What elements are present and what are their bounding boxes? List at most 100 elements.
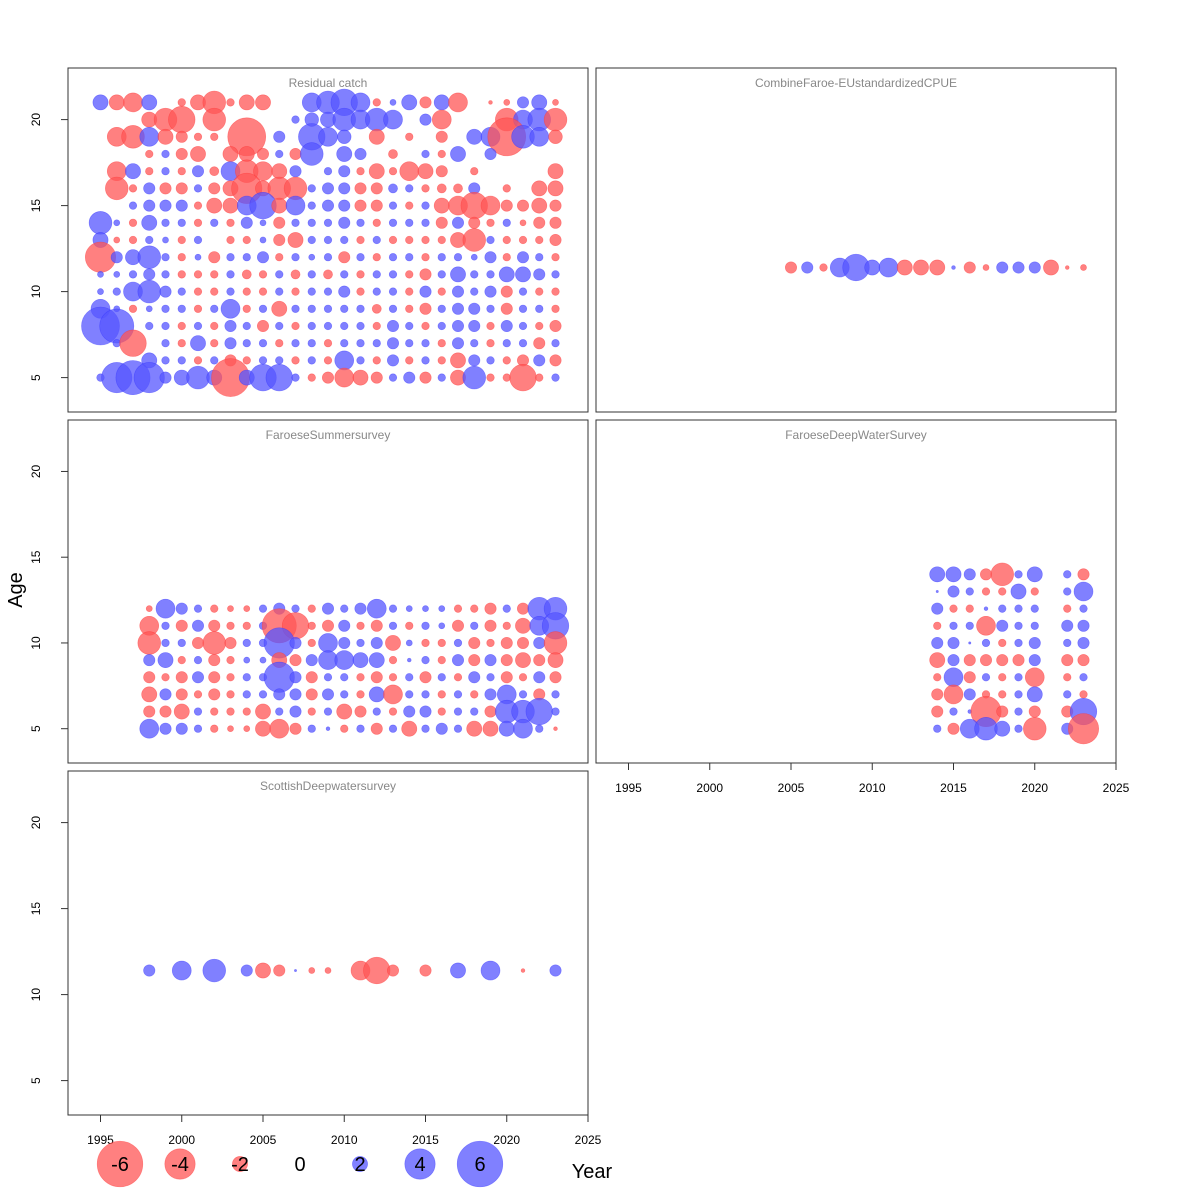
bubble-point — [535, 253, 544, 262]
bubble-point — [307, 304, 316, 313]
bubble-point — [202, 107, 226, 132]
bubble-point — [161, 621, 170, 630]
bubble-point — [143, 654, 156, 667]
bubble-point — [388, 167, 398, 176]
bubble-point — [533, 216, 546, 229]
bubble-point — [240, 964, 253, 977]
bubble-point — [1077, 636, 1090, 649]
bubble-point — [289, 654, 302, 667]
bubble-point — [976, 615, 996, 636]
bubble-point — [513, 718, 533, 739]
bubble-point — [421, 321, 430, 331]
bubble-point — [323, 287, 333, 296]
bubble-point — [929, 566, 946, 583]
bubble-point — [356, 356, 365, 365]
bubble-point — [175, 722, 188, 735]
bubble-point — [421, 655, 430, 665]
bubble-point — [486, 218, 495, 227]
bubble-point — [998, 690, 1007, 699]
bubble-point — [193, 184, 203, 193]
bubble-point — [271, 300, 288, 317]
bubble-point — [226, 98, 235, 107]
bubble-point — [421, 201, 430, 210]
bubble-point — [289, 705, 302, 718]
bubble-point — [533, 671, 546, 684]
bubble-point — [273, 688, 286, 701]
bubble-point — [470, 253, 478, 261]
bubble-point — [336, 703, 353, 720]
legend-label: 2 — [354, 1154, 365, 1176]
bubble-point — [931, 705, 944, 718]
bubble-point — [996, 261, 1009, 274]
panel-frame — [67, 770, 589, 1116]
bubble-point — [437, 638, 446, 648]
bubble-point — [383, 684, 403, 705]
bubble-point — [291, 339, 300, 348]
bubble-point — [145, 321, 154, 331]
bubble-point — [363, 956, 391, 985]
bubble-point — [388, 235, 398, 245]
bubble-point — [453, 724, 463, 733]
bubble-point — [208, 688, 221, 701]
bubble-point — [468, 319, 481, 332]
bubble-point — [470, 690, 479, 699]
bubble-point — [173, 703, 190, 720]
bubble-point — [137, 245, 161, 269]
bubble-point — [210, 304, 219, 313]
bubble-point — [502, 184, 511, 193]
bubble-point — [516, 636, 529, 649]
bubble-point — [419, 705, 432, 718]
bubble-point — [531, 180, 548, 197]
bubble-point — [155, 598, 176, 619]
bubble-point — [405, 690, 414, 699]
bubble-point — [421, 184, 430, 193]
bubble-point — [97, 271, 104, 278]
bubble-point — [437, 707, 446, 716]
bubble-point — [448, 92, 468, 113]
bubble-point — [289, 688, 302, 701]
bubble-point — [287, 232, 304, 248]
bubble-point — [388, 621, 398, 630]
bubble-point — [258, 339, 268, 348]
bubble-point — [1014, 690, 1023, 699]
y-tick-label: 15 — [29, 902, 43, 916]
panel-5: ScottishDeepwatersurvey 5 10 15 20 1995 2000 20… — [29, 770, 602, 1147]
bubble-point — [437, 655, 446, 665]
bubble-point — [405, 218, 414, 227]
bubble-point — [275, 253, 284, 262]
bubble-point — [1014, 604, 1023, 613]
bubble-point — [210, 218, 219, 227]
bubble-point — [405, 253, 414, 262]
bubble-point — [551, 373, 560, 382]
bubble-point — [321, 199, 334, 212]
y-tick-label: 20 — [29, 113, 43, 127]
bubble-point — [340, 673, 349, 682]
bubble-point — [983, 606, 989, 611]
bubble-point — [308, 967, 316, 974]
bubble-point — [549, 964, 562, 977]
bubble-point — [307, 339, 316, 348]
bubble-point — [123, 92, 143, 113]
legend-bubble — [164, 1148, 196, 1180]
bubble-point — [549, 319, 562, 332]
x-tick-label: 2020 — [1021, 781, 1048, 795]
bubble-point — [437, 253, 446, 262]
bubble-point — [275, 356, 284, 365]
x-tick-label: 2025 — [1103, 781, 1130, 795]
bubble-point — [356, 287, 365, 296]
x-tick-label: 2010 — [331, 1133, 358, 1147]
bubble-point — [175, 130, 188, 143]
bubble-point — [305, 654, 318, 667]
bubble-point — [271, 197, 288, 214]
bubble-point — [256, 251, 269, 264]
bubble-point — [405, 356, 414, 365]
bubble-point — [338, 182, 351, 195]
bubble-point — [401, 720, 418, 737]
bubble-point — [531, 197, 548, 214]
bubble-point — [433, 94, 450, 111]
bubble-point — [990, 562, 1014, 587]
bubble-point — [516, 96, 529, 109]
bubble-point — [405, 621, 414, 630]
bubble-point — [143, 964, 156, 977]
bubble-point — [372, 98, 381, 107]
